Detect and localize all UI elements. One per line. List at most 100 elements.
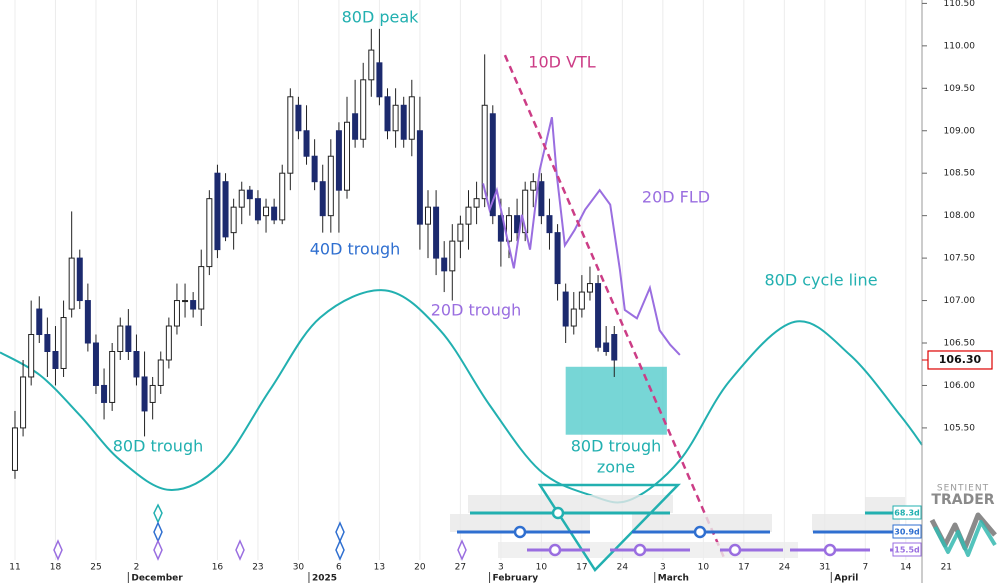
candle-body (449, 240, 456, 272)
candle-body (76, 257, 83, 302)
candle-body (287, 96, 294, 174)
candle-body (141, 376, 148, 412)
trough-zone (565, 366, 667, 435)
candle-body (36, 308, 43, 336)
x-tick-label: 25 (90, 563, 101, 573)
candle-body (327, 155, 334, 217)
x-tick-label: 13 (374, 563, 385, 573)
month-label: March (658, 574, 689, 583)
cycle-tag: 68.3d (894, 509, 920, 518)
annotation: 40D trough (310, 240, 401, 259)
x-tick-label: 27 (455, 563, 466, 573)
zone-label: zone (597, 458, 635, 477)
candle-body (28, 334, 35, 378)
candle-body (578, 291, 585, 310)
candle-body (190, 300, 197, 310)
candle-body (230, 206, 237, 234)
y-tick-label: 106.50 (944, 339, 976, 349)
candle-body (198, 266, 205, 310)
line-label: 10D VTL (528, 53, 595, 72)
candle-body (84, 300, 91, 344)
candle-body (311, 155, 318, 183)
x-tick-label: 30 (293, 563, 305, 573)
candle-body (546, 215, 553, 234)
x-tick-label: 17 (576, 563, 587, 573)
month-label: February (493, 574, 539, 583)
cycle-panel: 68.3d 30.9d 15.5d (53, 483, 922, 572)
candle-body (11, 427, 18, 471)
candle-body (206, 198, 213, 268)
diamond (53, 539, 63, 561)
cycle-point (548, 543, 562, 557)
x-tick-label: 7 (862, 563, 868, 573)
x-tick-label: 10 (698, 563, 710, 573)
y-tick-label: 105.50 (944, 423, 976, 433)
candle-body (117, 325, 124, 352)
candle-body (505, 215, 512, 242)
cycle-tag: 15.5d (894, 546, 920, 555)
logo-text: TRADER (931, 492, 994, 508)
x-tick-label: 14 (900, 563, 912, 573)
x-tick-label: 11 (9, 563, 20, 573)
overlay-line (0, 289, 923, 504)
candle-body (368, 49, 375, 81)
candle-body (465, 206, 472, 225)
candle-body (20, 376, 27, 429)
cycle-tag-box (892, 542, 922, 557)
line-label: 80D cycle line (764, 271, 877, 290)
cycle-point (728, 543, 742, 557)
candle-body (335, 130, 342, 191)
candle-body (133, 350, 140, 378)
y-tick-label: 109.50 (944, 84, 976, 94)
candle-body (68, 257, 75, 310)
candle-body (271, 206, 278, 221)
y-tick-label: 109.00 (944, 126, 976, 136)
candle-body (473, 198, 480, 208)
cycle-band (812, 514, 900, 532)
candle-body (376, 62, 383, 98)
candle-body (611, 334, 618, 361)
candle-body (60, 317, 67, 369)
x-tick-label: 16 (212, 563, 224, 573)
cycle-band (468, 495, 673, 513)
x-tick-label: 3 (660, 563, 666, 573)
candle-body (263, 206, 270, 217)
overlay-line (503, 54, 727, 561)
line-label: 20D FLD (642, 188, 710, 207)
candle-body (489, 113, 496, 217)
candle-body (165, 325, 172, 361)
y-tick-label: 107.00 (944, 296, 976, 306)
last-price-box (927, 350, 993, 370)
x-tick-label: 23 (252, 563, 263, 573)
candle-body (595, 283, 602, 348)
candle-body (344, 121, 351, 191)
cycle-tag-box (892, 524, 922, 539)
last-price-label: 106.30 (939, 353, 982, 366)
diamond (153, 539, 163, 561)
candle-body (352, 113, 359, 140)
diamond (457, 539, 467, 561)
month-label: 2025 (312, 574, 337, 583)
cycle-tag: 30.9d (894, 528, 920, 537)
candle-body (222, 181, 229, 238)
y-tick-label: 110.00 (944, 41, 976, 51)
cycle-point (693, 525, 707, 539)
candle-body (424, 206, 431, 225)
diamond (235, 539, 245, 561)
candle-body (360, 79, 367, 140)
candle-body (319, 181, 326, 217)
x-tick-label: 21 (941, 563, 952, 573)
logo-mark (933, 520, 997, 557)
x-tick-label: 24 (617, 563, 629, 573)
candle-body (562, 291, 569, 327)
month-label: April (834, 574, 858, 583)
cycle-point (551, 506, 565, 520)
cycle-tag-box (892, 505, 922, 520)
x-tick-label: 2 (134, 563, 140, 573)
x-tick-label: 31 (819, 563, 830, 573)
month-label: December (131, 574, 183, 583)
candle-body (400, 104, 407, 140)
cycle-point (633, 543, 647, 557)
zone-label: 80D trough (571, 437, 662, 456)
